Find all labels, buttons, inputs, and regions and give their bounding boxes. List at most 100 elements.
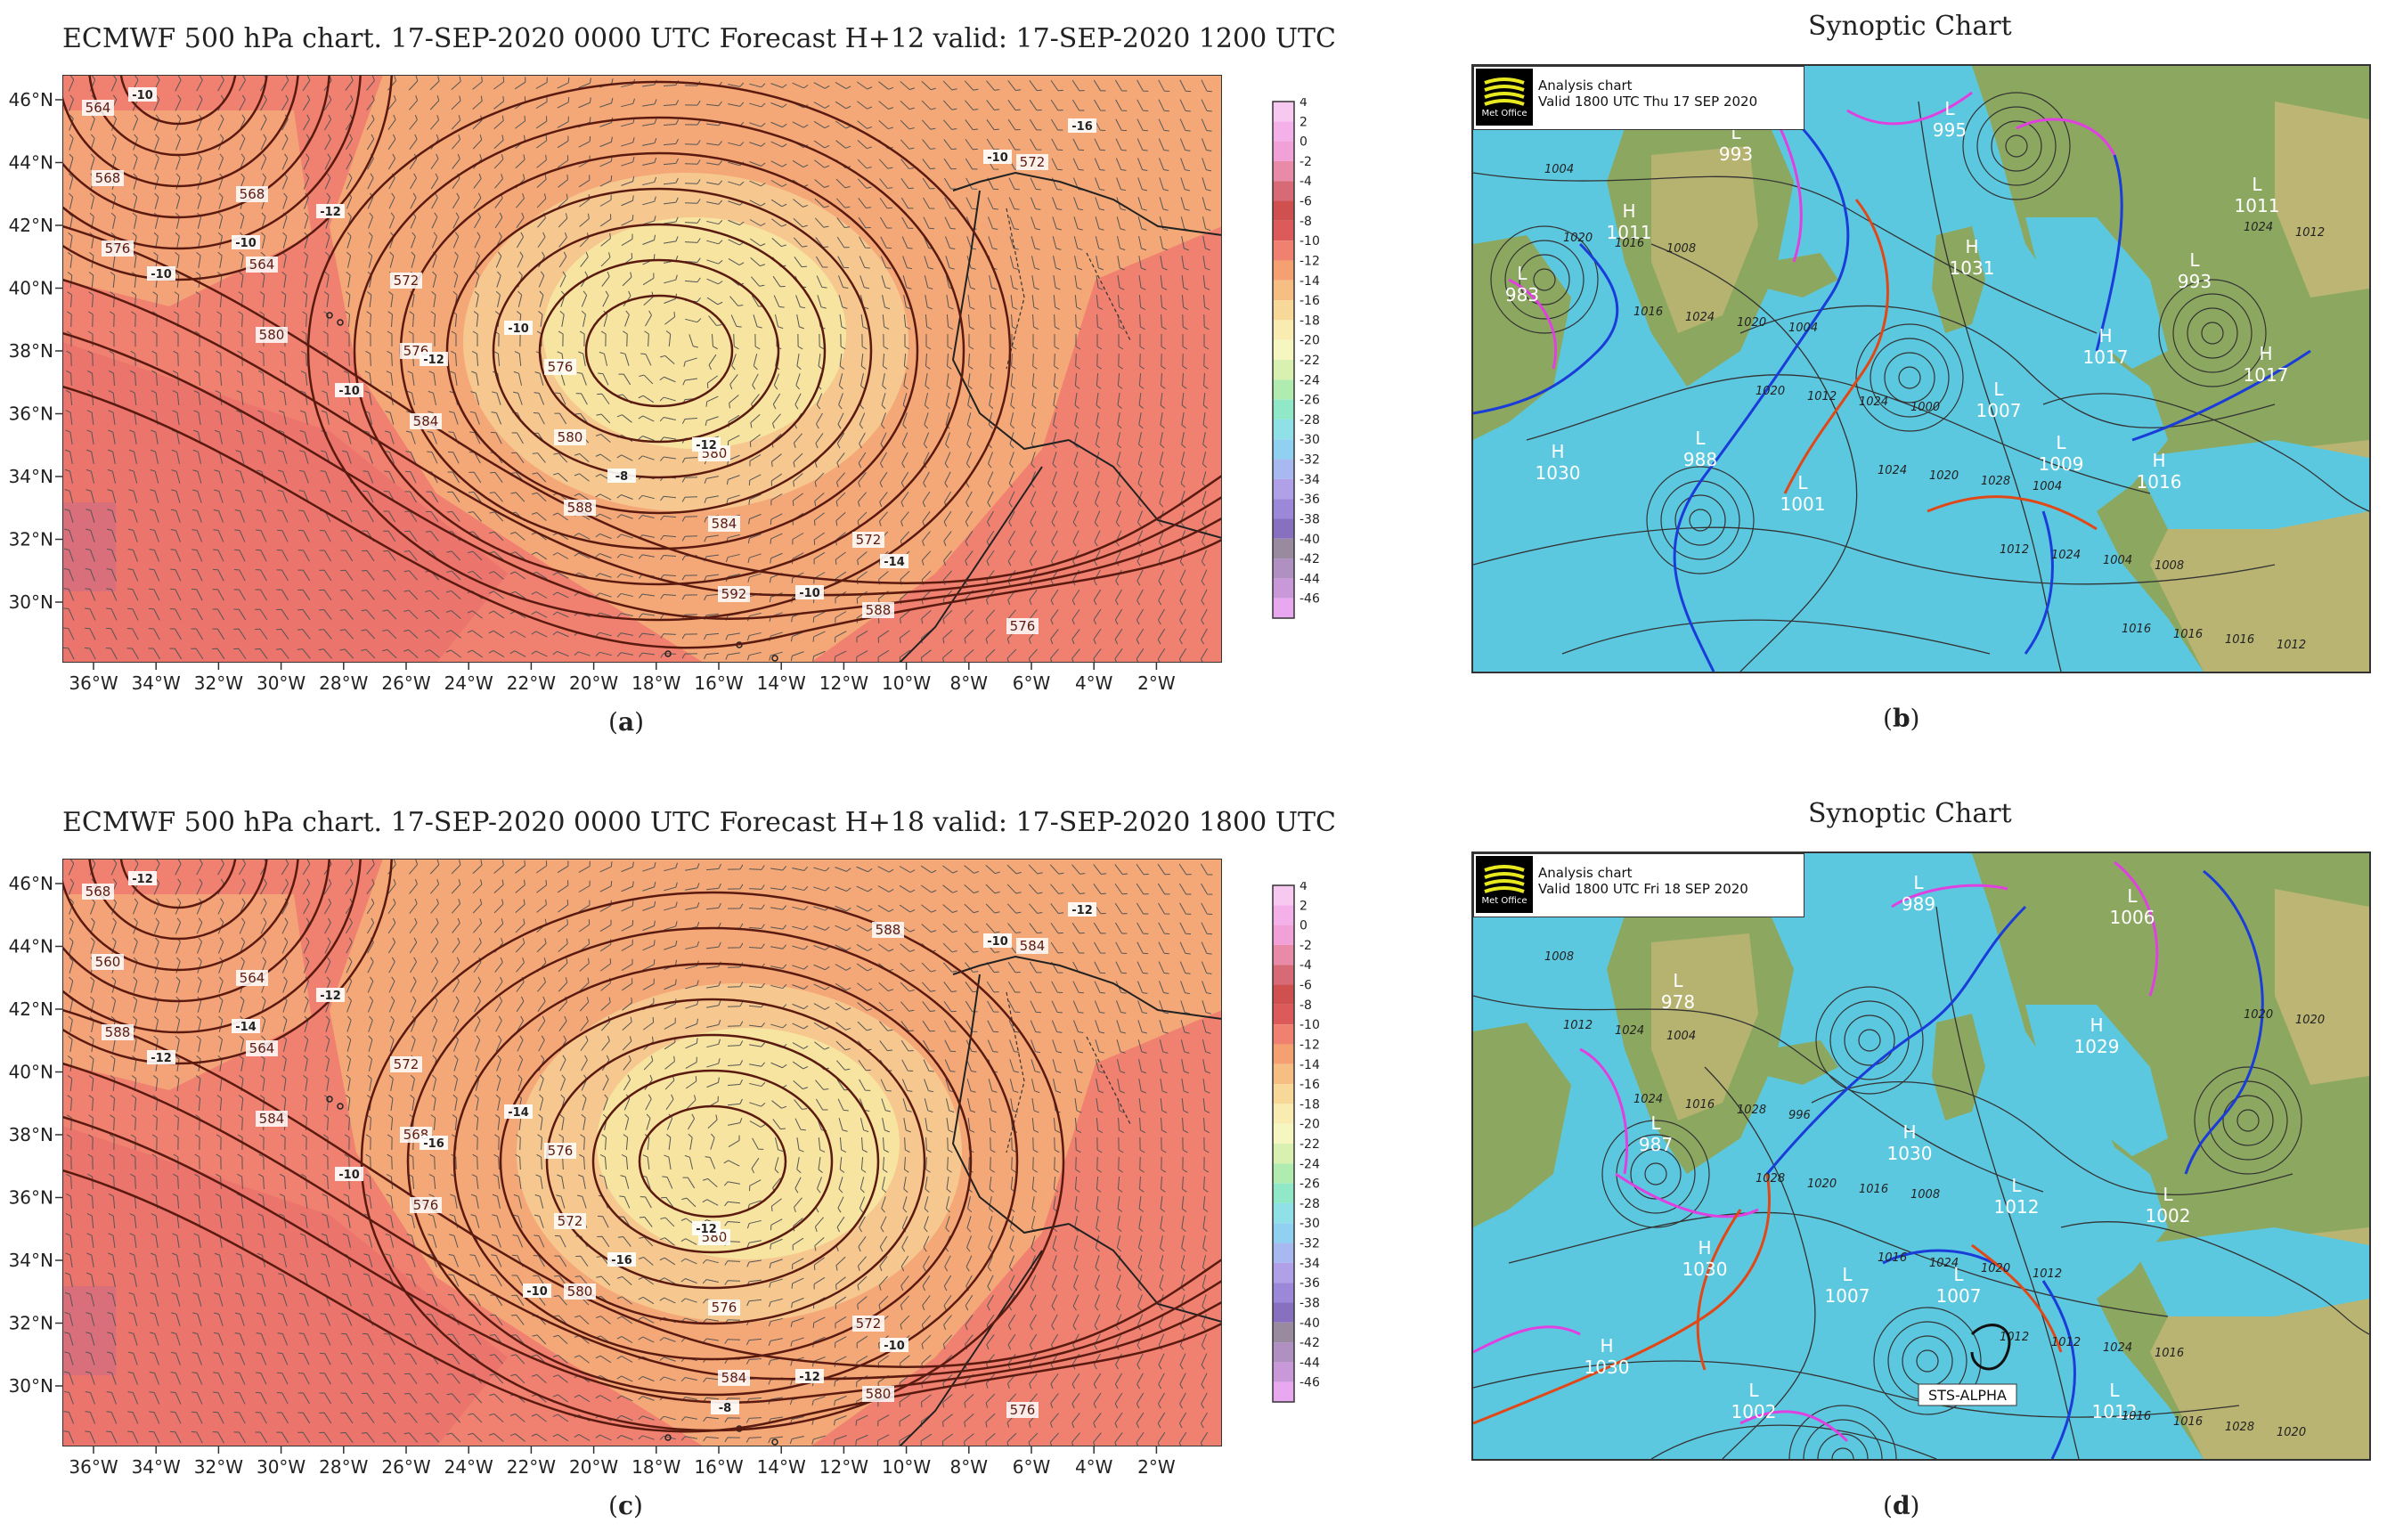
svg-text:L: L (1517, 263, 1528, 284)
panel-d-label: (d) (1883, 1491, 1920, 1520)
lon-tick-label: 6°W (1013, 672, 1051, 694)
colorbar-tick-label: -8 (1299, 998, 1312, 1013)
svg-text:-10: -10 (508, 322, 529, 336)
svg-text:L: L (1797, 472, 1808, 493)
colorbar-tick-label: -8 (1299, 215, 1312, 229)
contour-label: 572 (390, 1056, 422, 1072)
svg-text:L: L (2109, 1380, 2120, 1401)
contour-label: 580 (256, 327, 288, 343)
svg-text:1002: 1002 (2146, 1205, 2191, 1226)
svg-text:L: L (1842, 1264, 1853, 1285)
svg-text:H: H (1965, 236, 1978, 257)
svg-text:576: 576 (1010, 1402, 1036, 1418)
isobar-label: 1024 (1633, 1093, 1663, 1106)
svg-text:-12: -12 (1071, 904, 1093, 917)
isobar-label: 1020 (2244, 1008, 2273, 1022)
svg-text:H: H (2098, 325, 2112, 346)
lon-tick-label: 4°W (1075, 1456, 1113, 1478)
lon-tick-label: 16°W (694, 672, 743, 694)
isobar-label: 1012 (1807, 390, 1837, 403)
svg-text:584: 584 (712, 516, 737, 532)
svg-text:H: H (1902, 1121, 1916, 1143)
contour-label: 572 (1016, 154, 1048, 170)
temperature-label: -12 (316, 988, 345, 1003)
colorbar-tick-label: -42 (1299, 1336, 1320, 1350)
colorbar-tick-label: -44 (1299, 572, 1320, 586)
panel-d-box-line1: Analysis chart (1538, 865, 1633, 881)
svg-text:-14: -14 (235, 1021, 257, 1034)
lon-tick-label: 8°W (950, 672, 989, 694)
svg-text:987: 987 (1639, 1134, 1673, 1155)
isobar-label: 1004 (1666, 1030, 1696, 1043)
svg-text:588: 588 (866, 602, 892, 618)
contour-label: 584 (410, 413, 442, 429)
svg-text:584: 584 (1020, 938, 1046, 954)
colorbar-tick-label: -14 (1299, 274, 1320, 289)
svg-text:L: L (1673, 970, 1683, 991)
svg-text:L: L (2189, 249, 2200, 271)
isobar-label: 1004 (2103, 554, 2132, 567)
contour-label: 564 (246, 1040, 278, 1056)
isobar-label: 1008 (1666, 242, 1696, 256)
svg-text:L: L (2011, 1175, 2022, 1196)
temperature-label: -12 (692, 437, 721, 452)
lon-tick-label: 6°W (1013, 1456, 1051, 1478)
colorbar-tick-label: -30 (1299, 1217, 1320, 1231)
svg-text:564: 564 (240, 970, 265, 986)
svg-text:995: 995 (1933, 119, 1967, 141)
isobar-label: 1016 (1878, 1251, 1907, 1265)
svg-text:-16: -16 (423, 1137, 444, 1151)
contour-label: 588 (872, 922, 904, 938)
lon-tick-label: 24°W (444, 672, 493, 694)
svg-text:L: L (1913, 872, 1924, 893)
panel-c-title: ECMWF 500 hPa chart. 17-SEP-2020 0000 UT… (62, 807, 1336, 838)
svg-text:580: 580 (259, 327, 285, 343)
svg-text:L: L (1944, 98, 1955, 119)
svg-text:L: L (1993, 379, 2004, 400)
colorbar-tick-label: -34 (1299, 473, 1320, 487)
svg-text:592: 592 (721, 586, 747, 602)
colorbar-tick-label: -20 (1299, 1118, 1320, 1132)
temperature-label: -10 (983, 150, 1012, 165)
lat-tick-label: 46°N (9, 89, 53, 110)
colorbar-tick-label: -44 (1299, 1356, 1320, 1370)
lon-tick-label: 30°W (257, 672, 306, 694)
svg-text:L: L (1695, 428, 1706, 449)
panel-a-title: ECMWF 500 hPa chart. 17-SEP-2020 0000 UT… (62, 23, 1336, 54)
temperature-label: -12 (128, 871, 157, 886)
lon-tick-label: 32°W (194, 672, 243, 694)
temperature-label: -10 (983, 933, 1012, 949)
svg-text:576: 576 (1010, 618, 1036, 634)
svg-text:1011: 1011 (2235, 195, 2280, 216)
lon-tick-label: 22°W (507, 672, 556, 694)
temperature-label: -14 (232, 1019, 260, 1034)
svg-text:-12: -12 (132, 873, 153, 886)
svg-text:-10: -10 (526, 1285, 548, 1299)
svg-text:-12: -12 (151, 1052, 172, 1065)
temperature-label: -12 (692, 1221, 721, 1236)
colorbar-tick-label: -28 (1299, 413, 1320, 428)
isobar-label: 1012 (2000, 543, 2029, 557)
lat-tick-label: 32°N (9, 529, 53, 550)
temperature-label: -10 (335, 1167, 363, 1182)
svg-text:-12: -12 (423, 354, 444, 367)
colorbar-tick-label: -18 (1299, 314, 1320, 328)
contour-label: 584 (1016, 938, 1048, 954)
svg-text:L: L (1953, 1264, 1964, 1285)
isobar-label: 1016 (2173, 628, 2203, 641)
colorbar-tick-label: -22 (1299, 1137, 1320, 1152)
isobar-label: 1016 (2173, 1415, 2203, 1429)
svg-text:584: 584 (721, 1370, 747, 1386)
svg-text:983: 983 (1505, 284, 1539, 306)
lat-tick-label: 30°N (9, 591, 53, 613)
svg-text:588: 588 (567, 500, 593, 516)
svg-text:1012: 1012 (2092, 1401, 2138, 1422)
temperature-label: -10 (880, 1338, 908, 1353)
